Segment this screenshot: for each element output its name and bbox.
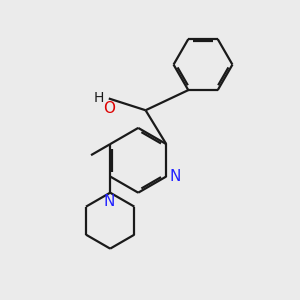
- Text: H: H: [94, 91, 104, 105]
- Text: N: N: [103, 194, 114, 209]
- Text: O: O: [103, 101, 115, 116]
- Text: N: N: [170, 169, 181, 184]
